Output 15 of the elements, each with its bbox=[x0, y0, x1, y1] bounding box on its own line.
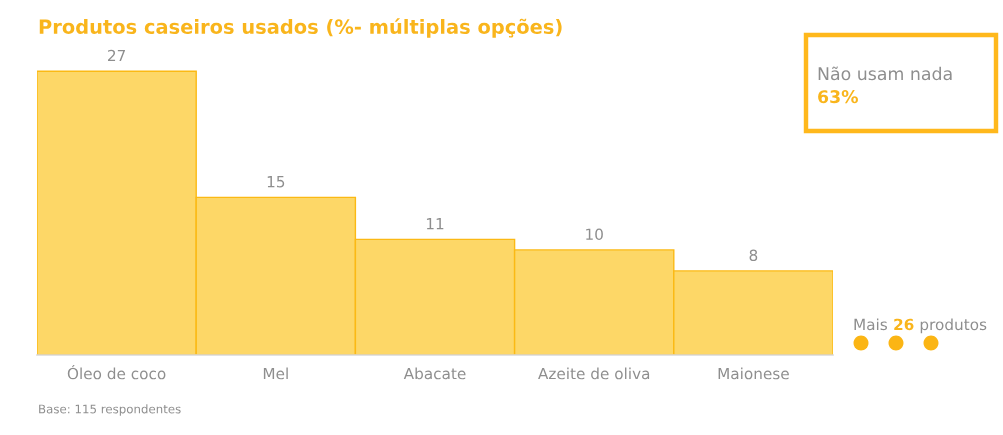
x-tick-label: Abacate bbox=[403, 367, 466, 380]
data-label: 10 bbox=[586, 228, 603, 240]
x-tick-label: Mel bbox=[263, 367, 288, 380]
text: Base: 115 respondentes bbox=[39, 404, 181, 416]
data-label: 11 bbox=[426, 218, 444, 230]
x-tick-label: Maionese bbox=[718, 367, 789, 380]
x-tick-label: Óleo de coco bbox=[67, 364, 166, 380]
text: Mais 26 produtos bbox=[854, 318, 987, 334]
data-label: 27 bbox=[108, 49, 126, 62]
annotation: 63% bbox=[818, 90, 858, 104]
annotation: Não usam nada bbox=[818, 66, 952, 81]
x-tick-label: Azeite de oliva bbox=[538, 367, 650, 380]
chart-title: Produtos caseiros usados (%- múltiplas opções) bbox=[39, 18, 562, 38]
data-label: 15 bbox=[267, 176, 285, 188]
data-label: 8 bbox=[749, 249, 758, 262]
